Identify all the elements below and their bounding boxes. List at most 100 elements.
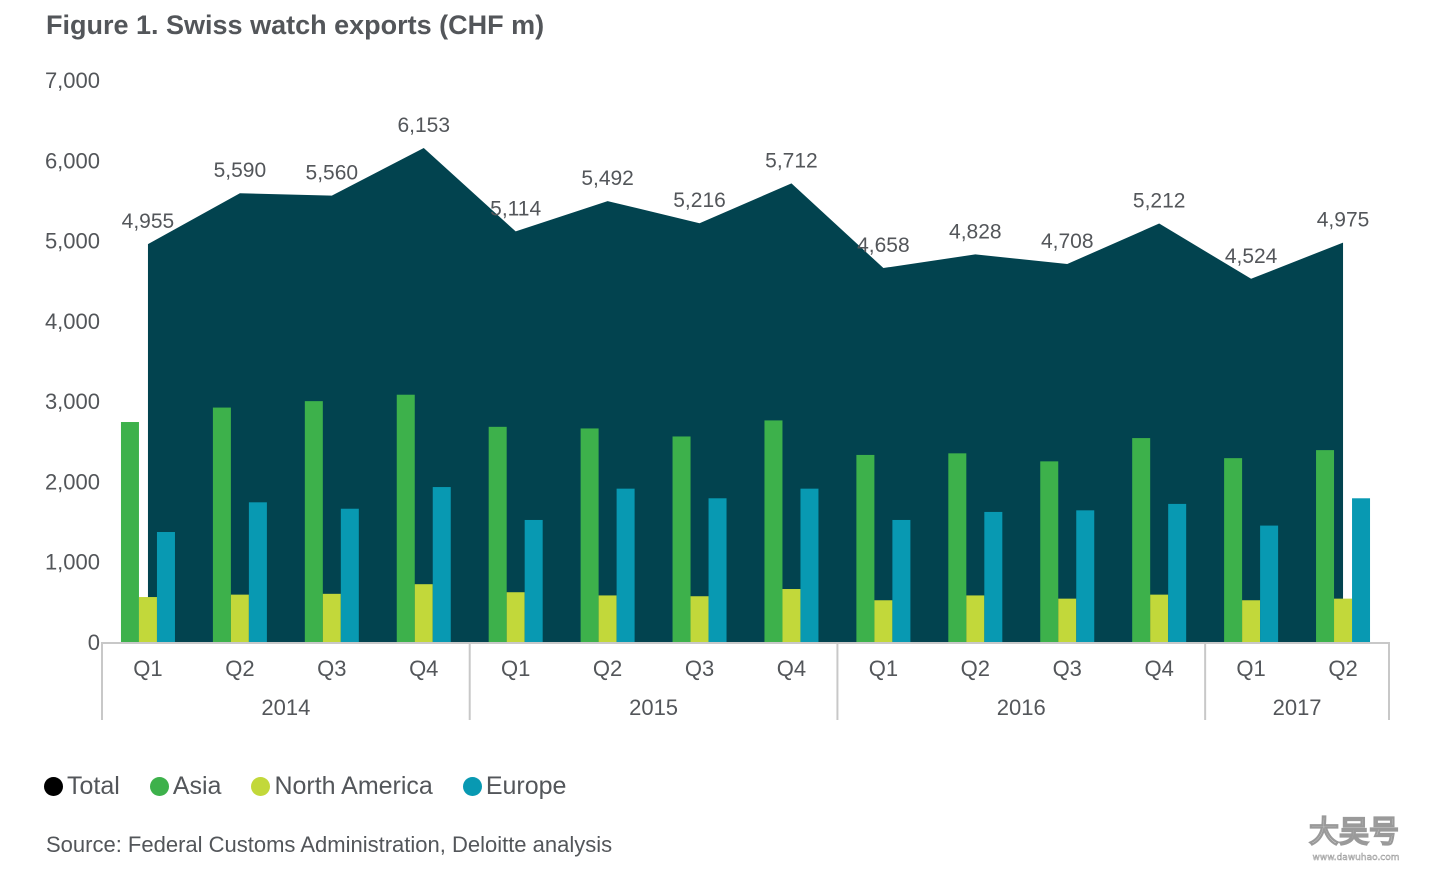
total-value-label: 5,212	[1133, 190, 1186, 213]
x-tick-label: Q1	[869, 656, 898, 681]
bar-asia	[580, 428, 599, 642]
bar-north-america	[414, 584, 433, 642]
y-tick-label: 4,000	[45, 309, 100, 334]
legend-label-asia: Asia	[172, 772, 222, 800]
bar-europe	[156, 532, 175, 642]
x-tick-label: Q3	[685, 656, 714, 681]
y-tick-label: 7,000	[45, 68, 100, 93]
total-value-label: 6,153	[397, 114, 450, 137]
x-tick-label: Q2	[593, 656, 622, 681]
bar-europe	[1352, 498, 1371, 642]
bar-europe	[524, 519, 543, 642]
legend-item-total: Total	[44, 772, 120, 801]
bar-asia	[304, 401, 323, 642]
total-value-label: 5,712	[765, 149, 818, 172]
x-tick-label: Q2	[225, 656, 254, 681]
bar-north-america	[230, 594, 249, 642]
bar-north-america	[138, 597, 157, 642]
legend-dot-north-america	[251, 777, 271, 796]
year-label: 2017	[1273, 695, 1322, 720]
year-label: 2014	[261, 695, 310, 720]
total-value-label: 5,114	[490, 197, 541, 220]
x-tick-label: Q1	[1236, 656, 1265, 681]
legend-item-north-america: North America	[251, 772, 433, 801]
legend-label-north-america: North America	[274, 772, 433, 800]
bar-asia	[120, 422, 139, 642]
bar-asia	[1132, 438, 1151, 642]
bar-north-america	[1334, 598, 1353, 642]
total-value-label: 5,560	[306, 162, 359, 185]
bar-north-america	[782, 589, 801, 642]
total-value-label: 4,708	[1041, 230, 1094, 253]
bar-asia	[672, 436, 691, 642]
labels-layer: 0 1,000 2,000 3,000 4,000 5,000 6,000 7,000 4,95…	[45, 68, 1369, 720]
bar-europe	[708, 498, 727, 642]
bar-north-america	[322, 593, 341, 642]
year-label: 2015	[629, 695, 678, 720]
bar-north-america	[1150, 594, 1169, 642]
bar-north-america	[966, 595, 985, 642]
bar-north-america	[598, 595, 617, 642]
bars-layer	[120, 394, 1371, 642]
bar-asia	[1224, 458, 1243, 642]
y-tick-label: 6,000	[45, 148, 100, 173]
legend-label-total: Total	[67, 772, 120, 800]
bar-europe	[340, 508, 359, 642]
x-tick-label: Q1	[133, 656, 162, 681]
bar-europe	[1168, 503, 1187, 642]
bar-asia	[1316, 450, 1335, 642]
bar-north-america	[690, 596, 709, 642]
legend-dot-asia	[149, 777, 169, 796]
bar-asia	[212, 407, 231, 642]
bar-europe	[432, 487, 451, 642]
legend-dot-total	[44, 777, 63, 796]
y-tick-label: 5,000	[45, 229, 100, 254]
bar-europe	[984, 511, 1003, 642]
bar-asia	[1040, 461, 1059, 642]
bar-europe	[616, 488, 635, 642]
y-tick-label: 3,000	[45, 389, 100, 414]
legend-item-europe: Europe	[462, 772, 567, 801]
bar-asia	[396, 394, 415, 642]
total-value-label: 5,492	[581, 167, 634, 190]
bar-north-america	[874, 600, 893, 642]
bar-europe	[800, 488, 819, 642]
y-tick-label: 2,000	[45, 469, 100, 494]
bar-asia	[856, 454, 875, 642]
x-tick-label: Q3	[317, 656, 346, 681]
bar-europe	[892, 519, 911, 642]
x-tick-label: Q4	[777, 656, 806, 681]
total-value-label: 4,524	[1225, 245, 1278, 268]
bar-north-america	[1058, 598, 1077, 642]
legend-dot-europe	[462, 777, 482, 796]
legend-label-europe: Europe	[485, 772, 567, 800]
x-tick-label: Q2	[961, 656, 990, 681]
total-area-layer	[147, 148, 1344, 642]
svg-text:www.dawuhao.com: www.dawuhao.com	[1312, 853, 1399, 863]
y-tick-label: 0	[88, 630, 100, 655]
total-value-label: 4,828	[949, 220, 1002, 243]
bar-asia	[948, 453, 967, 642]
x-tick-label: Q1	[501, 656, 530, 681]
y-tick-label: 1,000	[45, 550, 100, 575]
year-label: 2016	[997, 695, 1046, 720]
total-value-label: 5,216	[673, 189, 726, 212]
total-value-label: 4,975	[1317, 209, 1370, 232]
svg-text:大吴号: 大吴号	[1309, 815, 1399, 850]
chart-title: Figure 1. Swiss watch exports (CHF m)	[46, 10, 545, 40]
x-tick-label: Q3	[1053, 656, 1082, 681]
bar-europe	[1260, 525, 1279, 642]
bar-north-america	[506, 592, 525, 642]
bar-europe	[248, 502, 267, 642]
x-tick-label: Q4	[409, 656, 438, 681]
legend: Total Asia North America Europe	[44, 772, 596, 801]
watermark-logo: 大吴号 www.dawuhao.com	[1308, 814, 1399, 863]
bar-europe	[1076, 510, 1095, 642]
source-note: Source: Federal Customs Administration, …	[46, 832, 613, 857]
total-value-label: 4,955	[122, 210, 175, 233]
total-value-label: 5,590	[214, 159, 267, 182]
axis-layer	[101, 642, 1390, 720]
bar-north-america	[1242, 600, 1261, 642]
total-value-label: 4,658	[857, 234, 910, 257]
